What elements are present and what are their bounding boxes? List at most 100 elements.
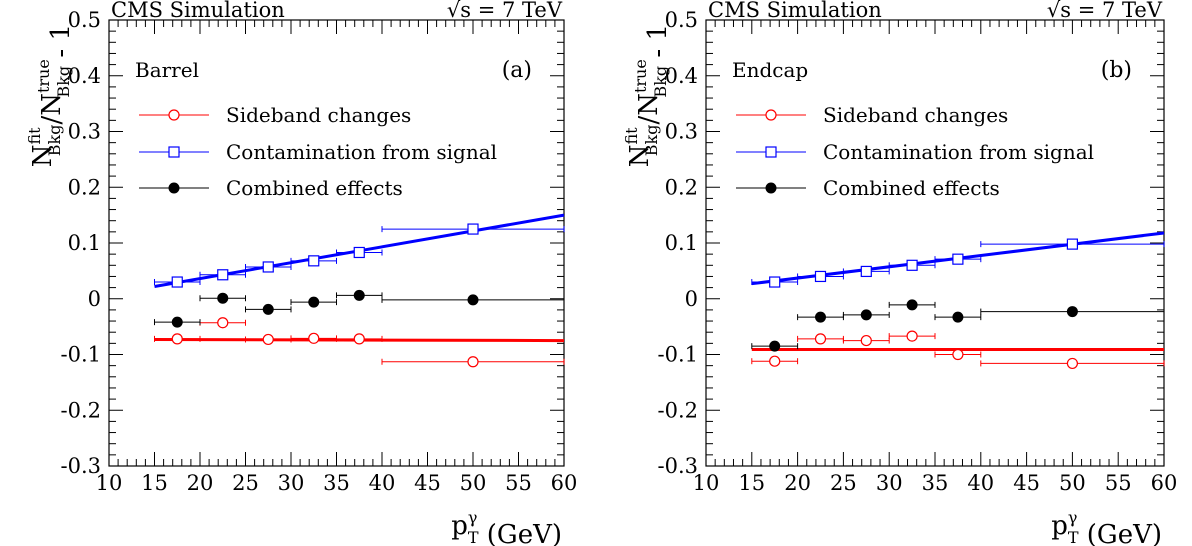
data-point [217,292,229,304]
y-axis-title: NfitBkg/NtrueBkg - 1 [25,24,76,167]
y-tick-label: -0.3 [658,454,699,478]
data-point [262,261,274,273]
x-tick-label: 60 [1151,471,1178,495]
data-point [769,340,781,352]
data-point [308,332,320,344]
y-tick-label: 0.5 [68,8,101,32]
data-point [171,276,183,288]
data-point [952,311,964,323]
x-tick-label: 35 [323,471,350,495]
data-point [769,276,781,288]
data-point [262,333,274,346]
y-axis-title-group: NfitBkg/NtrueBkg - 1 [622,24,673,167]
y-tick-label: -0.3 [61,454,102,478]
data-point [860,334,872,347]
data-point [769,355,781,367]
plot-frame [705,19,1165,467]
legend-label: Contamination from signal [226,140,497,164]
data-point [860,309,872,321]
data-point [467,356,479,368]
data-point [217,317,229,329]
x-tick-label: 40 [967,471,994,495]
region-label: Endcap [732,58,808,82]
region-label: Barrel [135,58,199,82]
x-tick-label: 60 [551,471,578,495]
header-right: √s = 7 TeV [1047,0,1163,22]
x-tick-label: 25 [232,471,259,495]
y-tick-label: 0 [685,287,698,311]
legend-marker [168,182,180,194]
y-axis-title: NfitBkg/NtrueBkg - 1 [622,24,673,167]
data-point [171,316,183,328]
data-point [814,333,827,345]
y-tick-label: 0.4 [68,64,101,88]
x-tick-label: 45 [1013,471,1040,495]
header-left: CMS Simulation [111,0,285,22]
x-tick-label: 35 [922,471,949,495]
panel-label: (a) [502,58,532,83]
x-axis-title: pγ T (GeV) [451,508,562,546]
x-tick-label: 15 [738,471,765,495]
x-tick-label: 10 [96,471,123,495]
x-tick-label: 30 [876,471,903,495]
x-tick-label: 45 [414,471,441,495]
y-tick-label: 0.3 [665,120,698,144]
x-tick-label: 20 [187,471,214,495]
data-point [1066,238,1079,250]
legend-label: Sideband changes [823,103,1008,127]
x-tick-label: 55 [1105,471,1132,495]
x-axis-title: pγ T (GeV) [1051,508,1162,546]
data-point [467,223,479,235]
data-point [353,246,365,259]
plot-frame [108,19,565,467]
data-point [217,269,229,281]
panel-label: (b) [1101,58,1132,83]
y-tick-label: 0.4 [665,64,698,88]
x-tick-label: 10 [693,471,720,495]
y-tick-label: 0.3 [68,120,101,144]
header-right: √s = 7 TeV [447,0,563,22]
data-point [467,294,479,306]
x-tick-label: 55 [505,471,532,495]
legend-label: Combined effects [226,176,403,200]
data-point [860,265,872,278]
data-point [353,289,365,301]
legend-marker [168,146,180,158]
y-tick-label: 0 [88,287,101,311]
data-point [952,348,964,361]
y-tick-label: -0.1 [658,343,699,367]
x-tick-label: 50 [460,471,487,495]
legend-label: Contamination from signal [823,140,1094,164]
legend-marker [765,182,777,194]
y-tick-label: 0.2 [665,175,698,199]
x-tick-label: 15 [141,471,168,495]
data-point [353,333,365,345]
y-tick-label: 0.1 [665,231,698,255]
x-tick-label: 30 [278,471,305,495]
y-tick-label: -0.1 [61,343,102,367]
data-point [814,270,827,283]
data-point [952,253,964,265]
data-point [1066,357,1079,370]
data-point [1066,306,1078,318]
data-point [906,259,918,271]
data-point [171,333,183,345]
data-point [815,311,826,323]
header-left: CMS Simulation [708,0,882,22]
y-axis-title-group: NfitBkg/NtrueBkg - 1 [25,24,76,167]
y-tick-label: 0.5 [665,8,698,32]
data-point [308,296,320,308]
legend-label: Combined effects [823,176,1000,200]
legend-label: Sideband changes [226,103,411,127]
x-tick-label: 20 [784,471,811,495]
data-point [906,330,918,342]
y-tick-label: -0.2 [61,398,102,422]
y-tick-label: -0.2 [658,398,699,422]
legend-marker [168,109,180,121]
x-tick-label: 50 [1059,471,1086,495]
data-point [308,255,320,267]
y-tick-label: 0.2 [68,175,101,199]
x-tick-label: 25 [830,471,857,495]
panel-b: 10 15 20 25 30 35 40 45 50 55 60 -0.3 -0.2 -0.1 0 0.1 0.… [622,0,1177,546]
